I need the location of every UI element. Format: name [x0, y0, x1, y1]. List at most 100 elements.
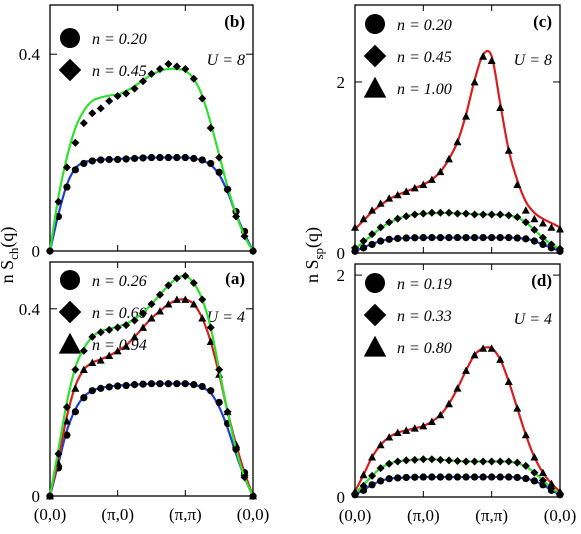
legend-label: n = 0.33	[397, 308, 452, 325]
data-point	[513, 234, 521, 242]
legend-marker	[60, 270, 80, 290]
plot-frame	[354, 4, 561, 254]
data-point	[470, 210, 479, 219]
data-point	[487, 210, 496, 219]
data-point	[488, 473, 496, 481]
u-label: U = 8	[514, 52, 552, 69]
data-point	[530, 468, 539, 477]
data-point	[368, 206, 377, 214]
data-point	[164, 60, 173, 69]
data-point	[410, 455, 419, 464]
data-point	[139, 77, 148, 86]
data-point	[376, 223, 385, 232]
data-point	[376, 440, 385, 449]
data-point	[402, 426, 411, 434]
data-point	[173, 380, 181, 388]
data-point	[444, 399, 453, 408]
data-point	[79, 346, 88, 355]
legend-marker	[58, 300, 82, 324]
data-point	[97, 384, 105, 392]
data-point	[453, 234, 462, 242]
data-point	[232, 212, 241, 221]
data-point	[462, 112, 471, 120]
data-point	[487, 344, 496, 352]
data-point	[249, 492, 257, 500]
legend-marker	[363, 76, 387, 98]
data-point	[419, 455, 428, 464]
data-point	[376, 199, 385, 207]
data-point	[122, 381, 130, 390]
data-point	[513, 213, 522, 222]
data-point	[198, 94, 207, 103]
data-point	[547, 223, 556, 231]
data-point	[96, 356, 105, 364]
data-point	[122, 89, 131, 98]
data-point	[122, 155, 130, 163]
data-point	[207, 159, 215, 168]
data-point	[198, 382, 206, 391]
data-point	[351, 487, 359, 495]
u-label: U = 4	[514, 311, 552, 328]
data-point	[496, 103, 505, 112]
data-point	[522, 474, 530, 483]
data-point	[488, 234, 496, 242]
panel-b: 0 0.4 (b) U = 8 n = 0.20 n = 0.45 n Sch(q)	[0, 4, 257, 283]
data-point	[155, 64, 164, 73]
data-point	[556, 225, 564, 233]
data-point	[368, 481, 376, 489]
data-point	[427, 417, 436, 425]
y-tick-label: 2	[337, 73, 346, 92]
data-point	[479, 473, 487, 481]
data-point	[164, 153, 173, 162]
data-point	[470, 350, 479, 359]
data-point	[410, 424, 419, 432]
data-point	[105, 351, 114, 359]
data-point	[547, 479, 556, 488]
data-point	[504, 211, 513, 220]
data-point	[122, 342, 131, 350]
legend-marker	[365, 14, 385, 34]
data-point	[504, 457, 513, 466]
data-point	[215, 153, 224, 162]
data-point	[410, 184, 419, 192]
data-point	[521, 206, 530, 214]
data-point	[181, 153, 189, 162]
x-tick-label: (π,π)	[169, 505, 202, 524]
data-point	[122, 321, 131, 330]
data-point	[215, 398, 223, 406]
data-point	[190, 154, 198, 163]
data-point	[377, 477, 385, 485]
y-tick-label: 0.4	[19, 45, 41, 64]
data-point	[530, 453, 539, 461]
data-point	[419, 421, 428, 430]
data-point	[462, 209, 471, 218]
panel-label: (c)	[533, 12, 552, 31]
data-point	[428, 473, 436, 481]
panel-d: (0,0) (π,0) (π,π) (0,0)02 (d)U = 4n = 0.19n …	[302, 227, 576, 525]
data-point	[139, 309, 148, 318]
data-point	[530, 214, 539, 223]
data-point	[207, 387, 215, 395]
data-point	[249, 247, 257, 255]
data-point	[189, 279, 198, 288]
data-point	[436, 208, 445, 217]
legend-label: n = 0.80	[397, 340, 452, 357]
legend-label: n = 0.19	[397, 276, 452, 293]
data-point	[139, 323, 148, 331]
data-point	[359, 237, 368, 246]
data-point	[462, 473, 470, 481]
data-point	[223, 185, 232, 194]
data-point	[496, 473, 504, 481]
data-point	[521, 430, 530, 439]
data-point	[155, 307, 164, 315]
data-point	[105, 383, 113, 391]
data-point	[113, 346, 122, 355]
data-point	[402, 212, 411, 221]
data-point	[156, 380, 164, 388]
data-point	[181, 380, 189, 388]
data-point	[113, 323, 122, 332]
series-line	[354, 211, 561, 250]
data-point	[155, 290, 164, 299]
data-point	[393, 190, 402, 199]
